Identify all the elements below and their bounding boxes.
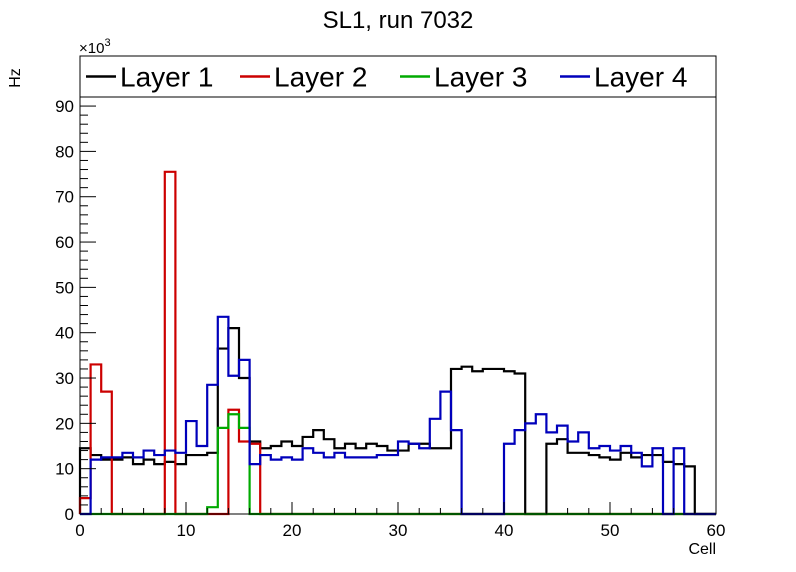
y-tick-label: 90 — [55, 97, 74, 116]
x-axis-label: Cell — [688, 541, 716, 558]
y-tick-label: 70 — [55, 188, 74, 207]
legend: Layer 1 Layer 2 Layer 3 Layer 4 — [79, 55, 717, 98]
x-tick-label: 60 — [707, 521, 726, 540]
chart-title: SL1, run 7032 — [323, 7, 474, 34]
x-tick-label: 10 — [177, 521, 196, 540]
axes-group: 0 10 20 30 40 50 60 70 80 90 0 10 20 30 40 50 60 — [55, 96, 726, 540]
y-axis-label: Hz — [7, 68, 24, 88]
y-multiplier-exponent: 3 — [104, 37, 110, 49]
legend-label-layer-1: Layer 1 — [120, 62, 213, 93]
legend-box — [79, 55, 717, 98]
y-tick-label: 40 — [55, 324, 74, 343]
legend-label-layer-4: Layer 4 — [594, 62, 687, 93]
y-tick-label: 10 — [55, 460, 74, 479]
y-tick-label: 30 — [55, 369, 74, 388]
y-multiplier-base: ×10 — [79, 40, 104, 57]
series-line-layer-4 — [80, 315, 716, 516]
y-tick-label: 20 — [55, 414, 74, 433]
series-line-layer-1 — [78, 327, 716, 516]
x-tick-label: 50 — [601, 521, 620, 540]
y-tick-label: 60 — [55, 233, 74, 252]
y-axis-multiplier: ×103 — [79, 37, 111, 57]
x-tick-label: 40 — [495, 521, 514, 540]
legend-label-layer-3: Layer 3 — [434, 62, 527, 93]
x-tick-label: 30 — [389, 521, 408, 540]
x-tick-label: 0 — [75, 521, 84, 540]
legend-label-layer-2: Layer 2 — [274, 62, 367, 93]
y-tick-label: 0 — [65, 505, 74, 524]
series-group — [78, 170, 716, 516]
x-tick-label: 20 — [283, 521, 302, 540]
y-tick-label: 50 — [55, 278, 74, 297]
series-line-layer-2 — [78, 170, 716, 516]
y-tick-label: 80 — [55, 142, 74, 161]
